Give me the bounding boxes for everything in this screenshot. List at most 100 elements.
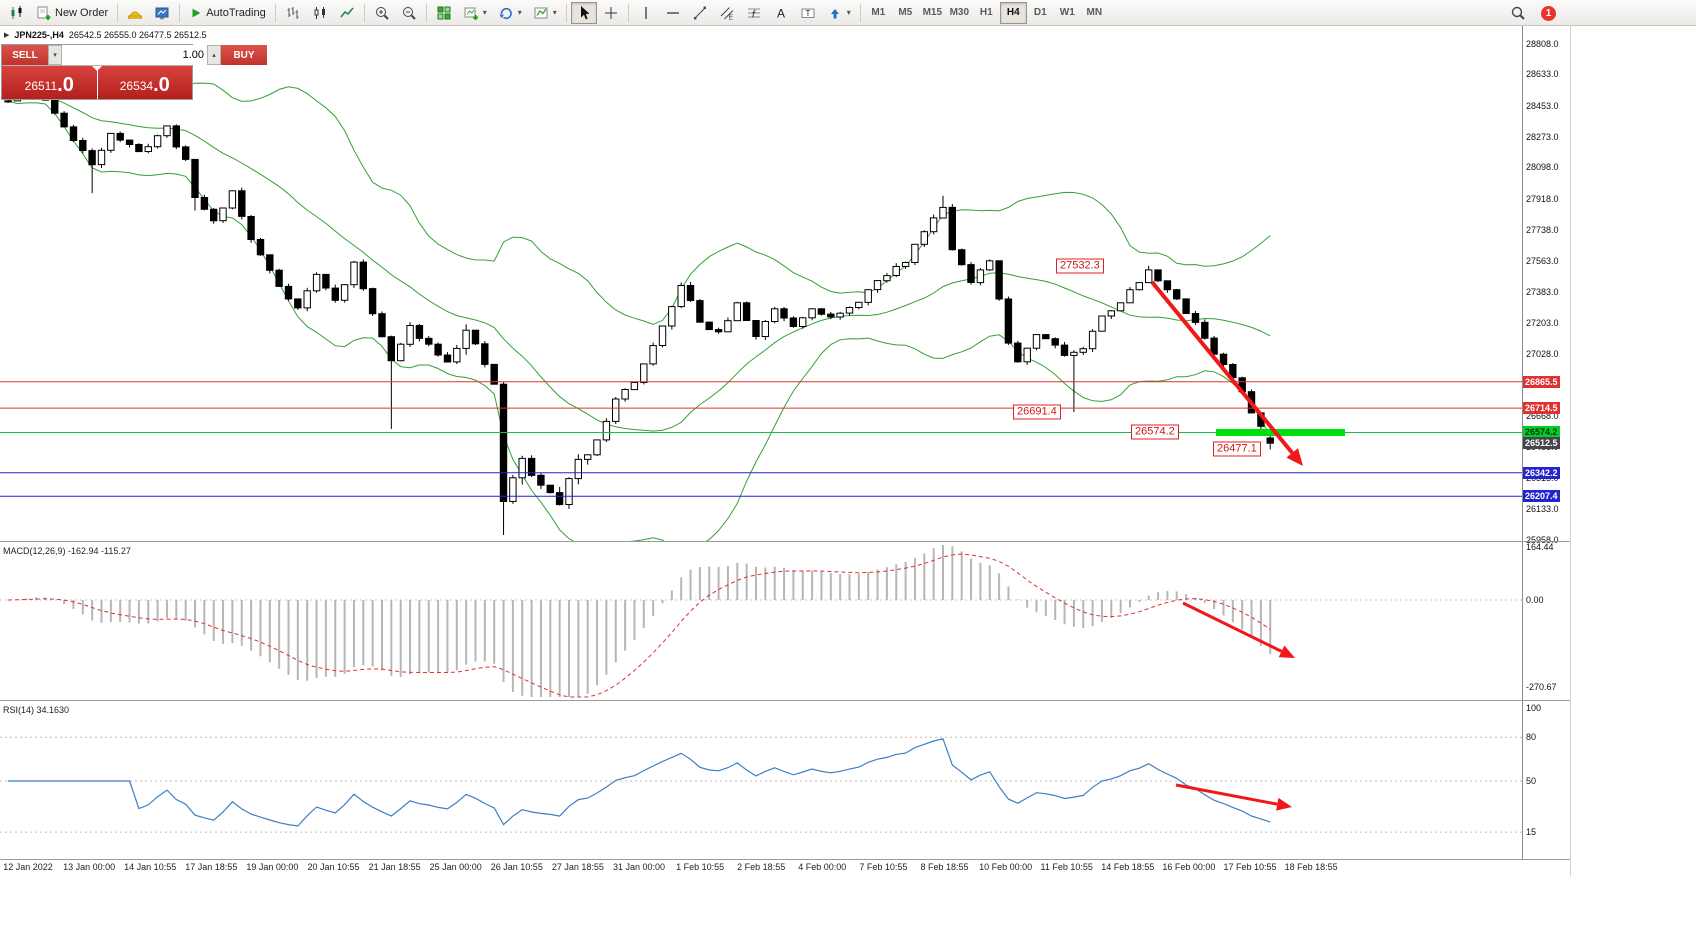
price-axis-label: 28453.0 xyxy=(1526,100,1559,111)
new-chart-button[interactable]: ▾ xyxy=(458,2,492,24)
svg-text:T: T xyxy=(805,9,810,18)
price-axis-label: 27028.0 xyxy=(1526,348,1559,359)
symbol-info: ▶ JPN225-,H4 26542.5 26555.0 26477.5 265… xyxy=(4,30,207,40)
time-axis-label: 8 Feb 18:55 xyxy=(920,862,969,872)
volume-decrease-button[interactable]: ▾ xyxy=(48,45,62,65)
autotrading-icon xyxy=(192,8,201,17)
fibonacci-button[interactable]: f xyxy=(741,2,767,24)
time-axis-label: 20 Jan 10:55 xyxy=(307,862,360,872)
shapes-arrow-icon xyxy=(830,8,839,18)
buy-price-frac: .0 xyxy=(153,74,170,96)
zoom-out-button[interactable] xyxy=(396,2,422,24)
macd-panel-canvas[interactable] xyxy=(0,542,1522,700)
timeframe-m30[interactable]: M30 xyxy=(946,2,973,24)
notification-badge[interactable]: 1 xyxy=(1541,5,1556,21)
price-annotation-label[interactable]: 26691.4 xyxy=(1013,404,1061,420)
time-axis-label: 14 Feb 18:55 xyxy=(1101,862,1155,872)
horizontal-line-icon xyxy=(666,11,679,14)
time-axis[interactable]: 12 Jan 2022 13 Jan 00:00 14 Jan 10:55 17 Ja… xyxy=(0,860,1522,876)
metaeditor-button[interactable] xyxy=(122,2,148,24)
toolbar: New Order AutoTrading xyxy=(0,0,1696,26)
svg-text:f: f xyxy=(752,9,756,20)
timeframe-h4[interactable]: H4 xyxy=(999,1,1027,24)
expand-objects-icon[interactable]: ▶ xyxy=(4,32,10,39)
trend-arrow[interactable] xyxy=(1150,280,1303,466)
volume-input[interactable] xyxy=(62,45,207,65)
timeframe-m15[interactable]: M15 xyxy=(919,2,946,24)
trend-arrow[interactable] xyxy=(1175,783,1292,811)
buy-price-button[interactable]: 26534.0 xyxy=(97,66,192,99)
price-annotation-label[interactable]: 26574.2 xyxy=(1131,424,1179,440)
candlestick-mode-button[interactable] xyxy=(307,2,333,24)
sell-price-button[interactable]: 26511.0 xyxy=(2,66,98,99)
window-right-edge xyxy=(1570,26,1571,876)
bollinger-lower-band xyxy=(7,100,1271,541)
new-order-button[interactable]: New Order xyxy=(31,2,113,24)
tile-windows-button[interactable] xyxy=(431,2,457,24)
cursor-button[interactable] xyxy=(570,1,597,24)
horizontal-line-button[interactable] xyxy=(660,2,686,24)
price-axis-label: 27563.0 xyxy=(1526,255,1559,266)
panel-separator xyxy=(0,859,1570,860)
timeframe-d1[interactable]: D1 xyxy=(1027,2,1054,24)
text-button[interactable]: A xyxy=(768,2,794,24)
rsi-panel-canvas[interactable] xyxy=(0,701,1522,859)
price-badge: 26574.2 xyxy=(1523,426,1560,439)
zoom-in-button[interactable] xyxy=(369,2,395,24)
price-axis-label: 25958.0 xyxy=(1526,534,1559,545)
toolbar-separator xyxy=(274,3,276,22)
price-axis[interactable]: 28808.0 28633.0 28453.0 28273.0 28098.0 27918… xyxy=(1522,26,1570,860)
text-label-button[interactable]: T xyxy=(795,2,821,24)
sell-button[interactable]: SELL xyxy=(2,45,48,65)
price-annotation-label[interactable]: 26477.1 xyxy=(1213,441,1261,457)
rsi-indicator-label: RSI(14) 34.1630 xyxy=(3,705,70,715)
charts-panel-button[interactable] xyxy=(149,2,175,24)
trend-arrow[interactable] xyxy=(1182,601,1295,658)
volume-increase-button[interactable]: ▴ xyxy=(207,45,221,65)
templates-button[interactable]: ▾ xyxy=(528,2,562,24)
vertical-line-button[interactable] xyxy=(633,2,659,24)
autotrading-button[interactable]: AutoTrading xyxy=(184,2,271,24)
time-axis-label: 18 Feb 18:55 xyxy=(1284,862,1338,872)
chart-window-icon xyxy=(4,2,30,24)
rsi-axis-label: 80 xyxy=(1526,732,1537,743)
trendline-button[interactable] xyxy=(687,2,713,24)
search-button[interactable] xyxy=(1505,2,1531,24)
support-zone-bar[interactable] xyxy=(1216,429,1345,436)
shapes-button[interactable]: ▾ xyxy=(822,2,856,24)
profiles-button[interactable]: ▾ xyxy=(493,2,527,24)
macd-axis-label: 164.44 xyxy=(1526,541,1554,552)
crosshair-button[interactable] xyxy=(598,2,624,24)
timeframe-m5[interactable]: M5 xyxy=(892,2,919,24)
price-badge: 26342.2 xyxy=(1523,466,1560,479)
buy-button[interactable]: BUY xyxy=(221,45,267,65)
equidistant-channel-button[interactable]: E xyxy=(714,2,740,24)
new-chart-icon xyxy=(464,7,478,20)
bollinger-middle-band xyxy=(7,94,1271,432)
price-axis-label: 27738.0 xyxy=(1526,225,1559,236)
dropdown-arrow-icon: ▾ xyxy=(552,8,557,17)
panel-separator[interactable] xyxy=(0,541,1570,542)
panel-separator[interactable] xyxy=(0,700,1570,701)
text-label-icon: T xyxy=(801,8,815,18)
svg-text:A: A xyxy=(777,6,785,20)
timeframe-w1[interactable]: W1 xyxy=(1054,2,1081,24)
line-chart-mode-button[interactable] xyxy=(334,2,360,24)
price-badge: 26714.5 xyxy=(1523,402,1560,415)
timeframe-m1[interactable]: M1 xyxy=(865,2,892,24)
main-chart-canvas[interactable] xyxy=(0,26,1522,541)
bar-chart-mode-button[interactable] xyxy=(280,2,306,24)
zoom-out-icon xyxy=(402,6,416,20)
time-axis-label: 1 Feb 10:55 xyxy=(676,862,725,872)
equidistant-channel-icon: E xyxy=(720,6,733,21)
candlestick-chart-icon xyxy=(314,6,325,19)
cursor-icon xyxy=(580,5,590,19)
timeframe-mn[interactable]: MN xyxy=(1081,2,1108,24)
dropdown-arrow-icon: ▾ xyxy=(482,8,487,17)
price-annotation-label[interactable]: 27532.3 xyxy=(1056,258,1104,274)
timeframe-h1[interactable]: H1 xyxy=(973,2,1000,24)
sell-price-int: 26511 xyxy=(24,79,58,93)
search-icon xyxy=(1511,6,1525,20)
